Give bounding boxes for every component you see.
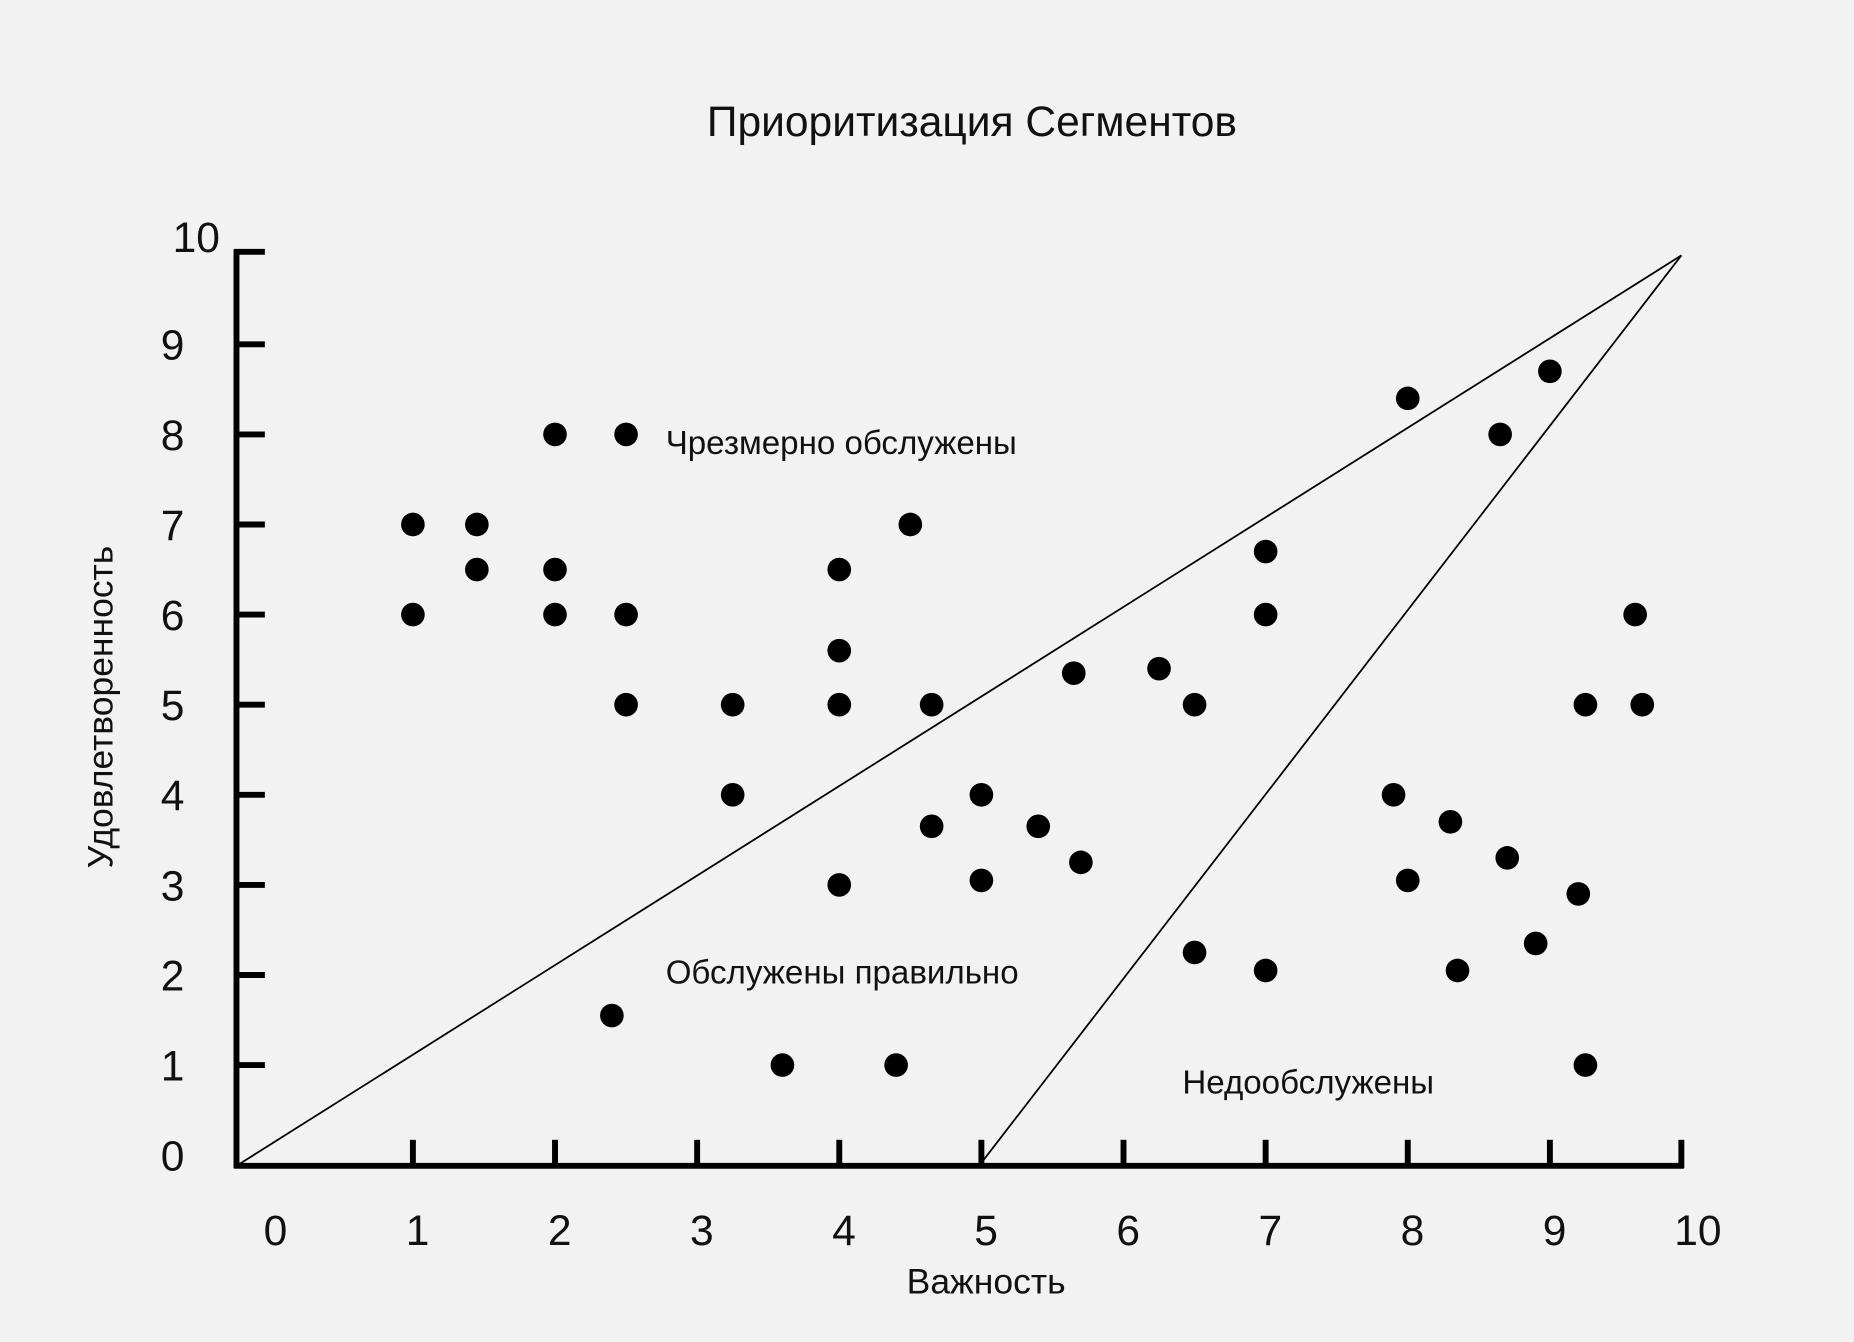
data-point [919, 692, 944, 717]
y-tick-label: 1 [161, 1042, 185, 1090]
data-point [1438, 810, 1463, 834]
data-point [1630, 692, 1655, 717]
x-tick-label: 4 [832, 1207, 856, 1255]
data-point [1395, 868, 1420, 893]
data-point [770, 1053, 795, 1077]
data-point [1253, 958, 1278, 983]
data-point [1573, 692, 1598, 717]
data-point [465, 512, 489, 537]
boundary-line [236, 254, 1682, 1167]
data-point [898, 512, 923, 537]
data-point [827, 692, 852, 717]
boundary-line [978, 254, 1683, 1167]
data-point [543, 602, 567, 627]
data-point [884, 1053, 908, 1077]
data-point [1445, 958, 1470, 983]
y-tick-label: 7 [161, 502, 185, 550]
data-point [614, 602, 638, 627]
region-label-right: Обслужены правильно [666, 955, 1019, 992]
data-point [919, 814, 944, 839]
data-point [1488, 422, 1512, 447]
data-point [1573, 1053, 1598, 1077]
data-point [600, 1003, 624, 1028]
data-point [1253, 539, 1278, 564]
data-point [1523, 931, 1548, 956]
data-point [1069, 850, 1093, 875]
region-label-over: Чрезмерно обслужены [666, 425, 1017, 462]
y-tick-label: 6 [161, 592, 185, 640]
x-tick-label: 6 [1116, 1207, 1140, 1255]
data-point [401, 512, 425, 537]
x-tick-label: 8 [1401, 1207, 1425, 1255]
data-point [465, 557, 489, 582]
y-tick-label: 8 [161, 412, 185, 460]
data-point [1182, 692, 1207, 717]
y-tick-label: 4 [161, 772, 185, 820]
x-tick-label: 9 [1543, 1207, 1567, 1255]
data-point [543, 557, 567, 582]
data-point [1147, 656, 1171, 681]
x-tick-label: 3 [690, 1207, 714, 1255]
y-tick-label: 2 [161, 952, 185, 1000]
y-tick-label: 0 [161, 1133, 185, 1181]
data-point [969, 868, 994, 893]
x-tick-label: 0 [264, 1207, 288, 1255]
data-point [1538, 359, 1562, 384]
data-point [1061, 661, 1086, 685]
y-tick-label: 10 [173, 214, 220, 262]
data-point [1381, 782, 1406, 807]
data-point [720, 692, 745, 717]
x-tick-label: 2 [548, 1207, 572, 1255]
x-tick-label: 7 [1259, 1207, 1283, 1255]
chart-title: Приоритизация Сегментов [707, 98, 1237, 146]
data-point [969, 782, 994, 807]
data-point [401, 602, 425, 627]
data-point [827, 638, 852, 663]
boundary-lines [236, 254, 1683, 1167]
data-point [720, 782, 745, 807]
y-tick-label: 5 [161, 682, 185, 730]
y-axis-label: Удовлетворенность [80, 546, 120, 869]
data-point [827, 557, 852, 582]
region-label-under: Недообслужены [1182, 1065, 1434, 1102]
data-point [827, 873, 852, 897]
x-tick-label: 5 [974, 1207, 998, 1255]
data-points [401, 359, 1655, 1077]
data-point [543, 422, 567, 447]
data-point [1623, 602, 1647, 627]
data-point [1182, 940, 1207, 965]
data-point [1566, 882, 1591, 906]
x-axis-label: Важность [907, 1262, 1066, 1302]
data-point [614, 422, 638, 447]
data-point [1495, 846, 1520, 870]
data-point [1026, 814, 1051, 839]
x-tick-label: 10 [1674, 1207, 1721, 1255]
x-tick-label: 1 [406, 1207, 430, 1255]
y-tick-label: 9 [161, 322, 185, 370]
data-point [614, 692, 638, 717]
data-point [1253, 602, 1278, 627]
data-point [1395, 386, 1420, 411]
y-tick-label: 3 [161, 862, 185, 910]
